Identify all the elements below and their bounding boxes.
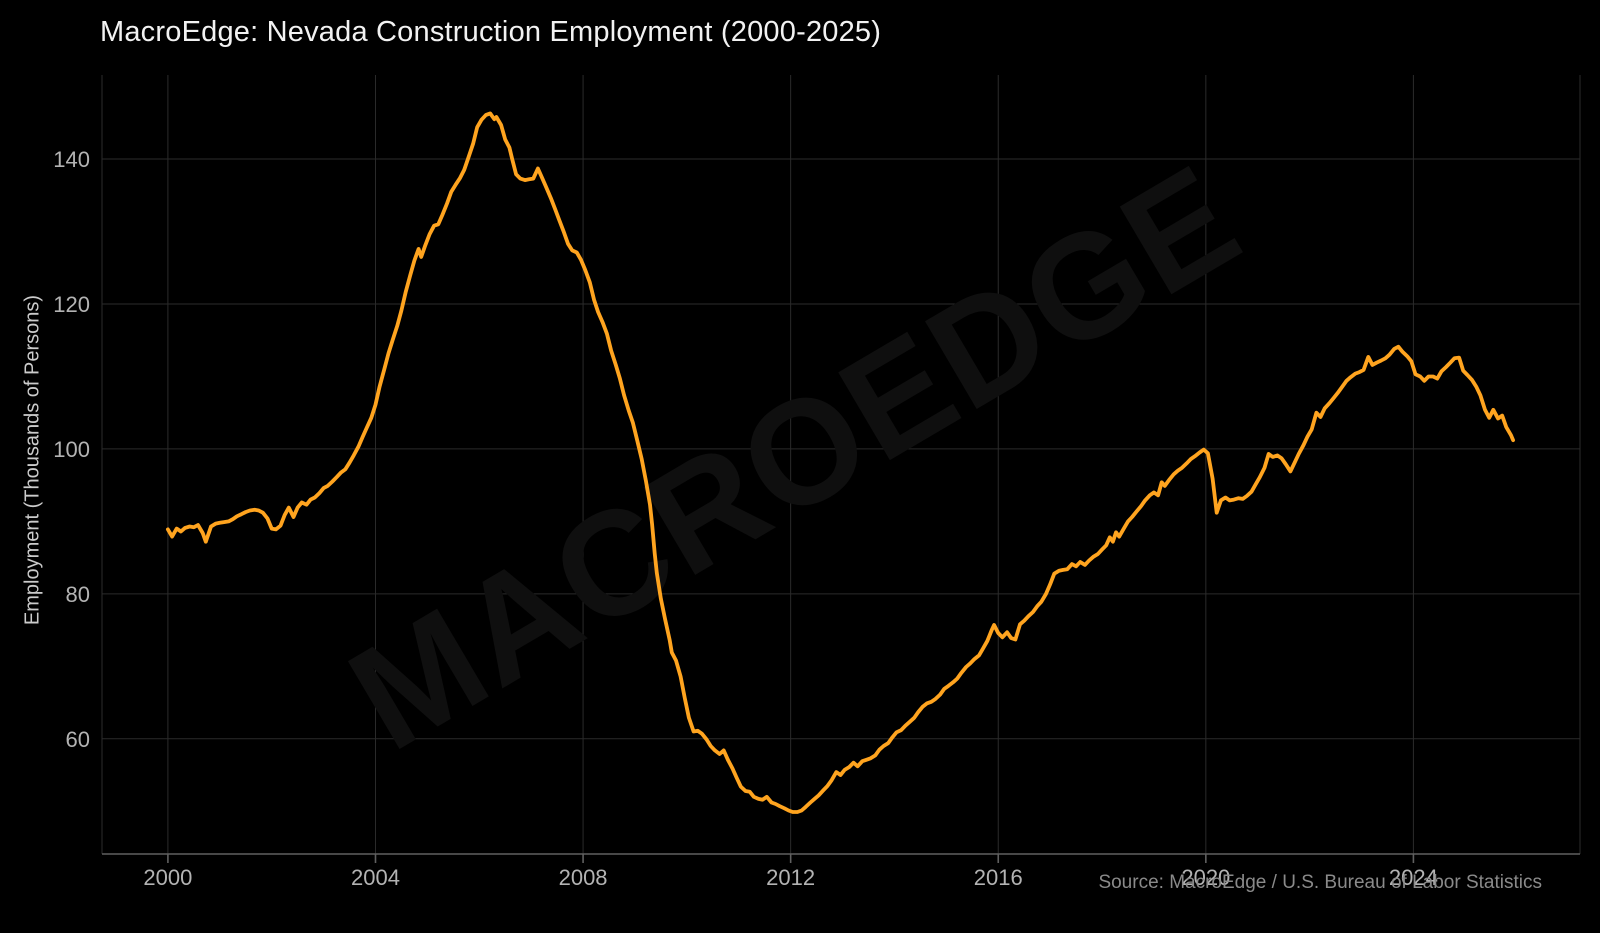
y-tick-label: 80 [66,582,90,607]
y-axis-label: Employment (Thousands of Persons) [21,294,44,626]
y-tick-label: 60 [66,727,90,752]
y-tick-label: 140 [53,147,90,172]
y-tick-label: 100 [53,437,90,462]
x-tick-label: 2000 [143,865,192,890]
x-tick-label: 2016 [974,865,1023,890]
x-tick-label: 2012 [766,865,815,890]
x-tick-label: 2008 [559,865,608,890]
x-tick-label: 2020 [1181,865,1230,890]
x-tick-label: 2004 [351,865,400,890]
x-tick-label: 2024 [1389,865,1438,890]
source-attribution: Source: MacroEdge / U.S. Bureau of Labor… [1098,872,1542,893]
watermark-text: MACROEDGE [324,134,1266,782]
employment-line [166,111,1515,814]
y-tick-label: 120 [53,292,90,317]
chart-title: MacroEdge: Nevada Construction Employmen… [100,16,882,48]
